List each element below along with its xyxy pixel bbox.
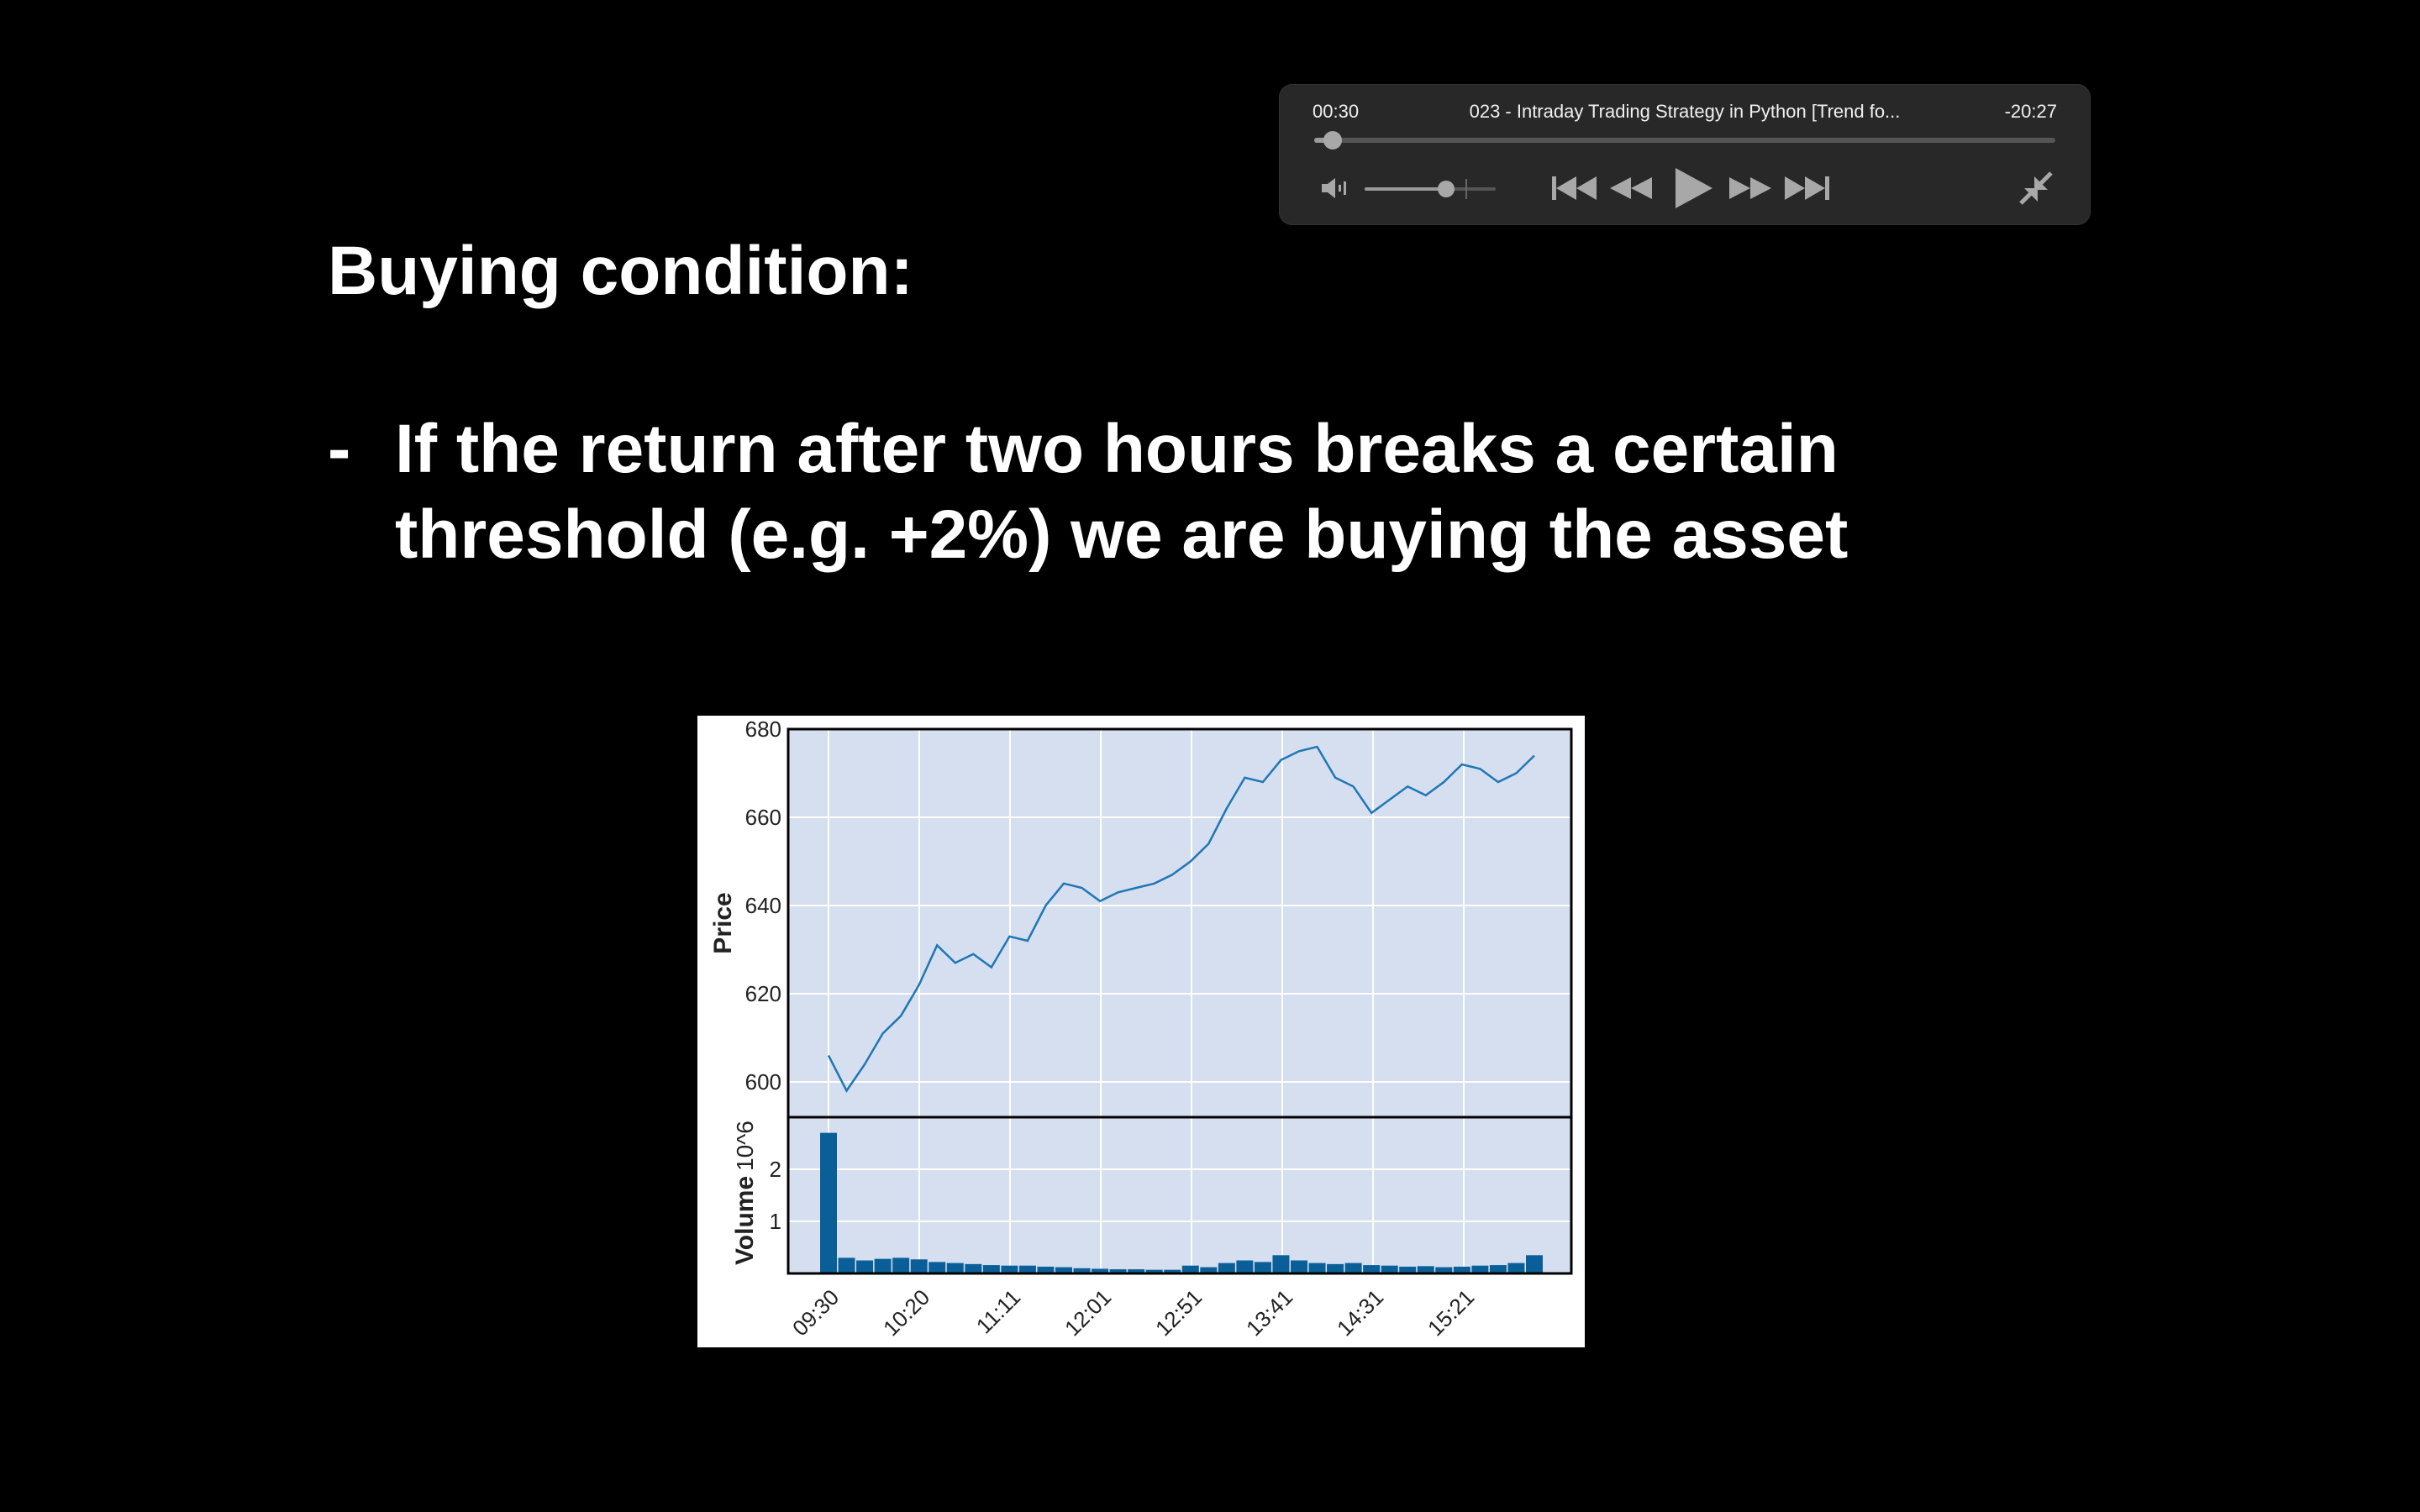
skip-back-button[interactable] bbox=[1549, 168, 1600, 208]
volume-bar bbox=[1092, 1268, 1109, 1273]
bullet-text: If the return after two hours breaks a c… bbox=[395, 407, 1991, 578]
volume-bar bbox=[946, 1263, 964, 1273]
volume-bar bbox=[1037, 1266, 1055, 1273]
volume-bar bbox=[1109, 1269, 1127, 1273]
rewind-icon bbox=[1610, 177, 1652, 199]
volume-bar bbox=[965, 1263, 982, 1273]
bullet-marker: - bbox=[328, 411, 351, 487]
volume-bar bbox=[1236, 1260, 1254, 1273]
volume-bar bbox=[892, 1257, 910, 1273]
volume-bar bbox=[1417, 1266, 1434, 1273]
mute-button[interactable] bbox=[1318, 168, 1351, 208]
bullet-line-2: threshold (e.g. +2%) we are buying the a… bbox=[395, 496, 1849, 573]
volume-bar bbox=[1073, 1268, 1091, 1273]
video-player-controls: 00:30 023 - Intraday Trading Strategy in… bbox=[1279, 84, 2091, 225]
price-tick-label: 640 bbox=[745, 893, 781, 918]
volume-tick-label: 1 bbox=[770, 1209, 781, 1234]
volume-bar bbox=[1200, 1267, 1218, 1273]
volume-bar bbox=[1164, 1269, 1181, 1273]
volume-bar bbox=[1272, 1255, 1290, 1273]
play-button[interactable] bbox=[1665, 168, 1721, 208]
video-title: 023 - Intraday Trading Strategy in Pytho… bbox=[1469, 101, 1901, 122]
chart-svg: 600 620 640 660 680 Price 1 2 Volume 10^6 09:30 10:… bbox=[709, 717, 1573, 1341]
volume-panel-background bbox=[788, 1117, 1571, 1273]
fast-forward-icon bbox=[1729, 177, 1771, 199]
x-tick-label: 13:41 bbox=[1241, 1284, 1297, 1341]
x-tick-label: 14:31 bbox=[1332, 1284, 1388, 1341]
price-tick-label: 620 bbox=[745, 981, 781, 1006]
volume-bar bbox=[1308, 1263, 1326, 1273]
volume-bar bbox=[1018, 1265, 1036, 1273]
volume-bar bbox=[1001, 1265, 1018, 1273]
progress-knob[interactable] bbox=[1323, 131, 1343, 150]
x-tick-label: 15:21 bbox=[1423, 1284, 1479, 1341]
volume-bar bbox=[838, 1257, 855, 1273]
volume-tick bbox=[1465, 179, 1467, 199]
speaker-muted-icon bbox=[1322, 178, 1346, 198]
volume-bar bbox=[820, 1132, 837, 1273]
volume-bar bbox=[1128, 1269, 1145, 1273]
play-icon bbox=[1676, 168, 1712, 208]
price-tick-label: 600 bbox=[745, 1069, 781, 1095]
volume-bar bbox=[1363, 1265, 1381, 1273]
volume-bar bbox=[1055, 1267, 1072, 1273]
volume-axis-label: Volume bbox=[731, 1176, 759, 1265]
volume-bar bbox=[1344, 1263, 1362, 1273]
volume-bar bbox=[1526, 1255, 1543, 1273]
progress-bar[interactable] bbox=[1314, 131, 2055, 150]
volume-bar bbox=[1489, 1265, 1507, 1273]
progress-fill bbox=[1314, 138, 1334, 143]
volume-fill bbox=[1365, 187, 1446, 191]
volume-bar bbox=[1218, 1263, 1235, 1273]
volume-bar bbox=[1453, 1266, 1470, 1273]
skip-back-icon bbox=[1552, 176, 1597, 200]
x-tick-label: 11:11 bbox=[971, 1284, 1026, 1339]
volume-tick-label: 2 bbox=[770, 1157, 781, 1182]
price-volume-chart: 600 620 640 660 680 Price 1 2 Volume 10^6 09:30 10:… bbox=[697, 716, 1585, 1347]
remaining-time: -20:27 bbox=[2004, 101, 2057, 122]
volume-knob[interactable] bbox=[1437, 181, 1455, 197]
skip-forward-icon bbox=[1785, 176, 1829, 200]
volume-bar bbox=[1399, 1266, 1417, 1273]
volume-bar bbox=[1291, 1260, 1307, 1273]
volume-bar bbox=[1327, 1263, 1344, 1273]
volume-scale-label: 10^6 bbox=[732, 1121, 758, 1171]
elapsed-time: 00:30 bbox=[1313, 101, 1360, 122]
price-line bbox=[827, 745, 1535, 1093]
x-tick-label: 10:20 bbox=[878, 1284, 934, 1341]
skip-forward-button[interactable] bbox=[1781, 168, 1832, 208]
price-tick-label: 660 bbox=[745, 805, 781, 830]
slide-title: Buying condition: bbox=[328, 233, 913, 309]
volume-bar bbox=[982, 1265, 1000, 1273]
volume-bar bbox=[1254, 1262, 1271, 1273]
volume-slider[interactable] bbox=[1365, 179, 1496, 199]
volume-bar bbox=[1145, 1269, 1163, 1273]
x-tick-label: 12:51 bbox=[1150, 1284, 1207, 1341]
fast-forward-button[interactable] bbox=[1726, 168, 1775, 208]
volume-bar bbox=[910, 1259, 928, 1273]
bullet-line-1: If the return after two hours breaks a c… bbox=[395, 411, 1839, 487]
exit-fullscreen-button[interactable] bbox=[2017, 168, 2055, 208]
volume-bar bbox=[1471, 1265, 1489, 1273]
volume-bar bbox=[1181, 1265, 1199, 1273]
volume-bar bbox=[856, 1260, 874, 1273]
volume-panel-frame bbox=[786, 1116, 1573, 1275]
volume-bar bbox=[929, 1262, 946, 1273]
rewind-button[interactable] bbox=[1607, 168, 1655, 208]
volume-bar bbox=[1507, 1263, 1525, 1273]
exit-fullscreen-icon bbox=[2019, 171, 2053, 205]
x-tick-label: 09:30 bbox=[787, 1284, 844, 1341]
volume-bar bbox=[1381, 1265, 1398, 1273]
price-axis-label: Price bbox=[709, 892, 737, 953]
x-tick-label: 12:01 bbox=[1060, 1284, 1116, 1341]
price-panel-background bbox=[788, 729, 1571, 1117]
volume-bar bbox=[874, 1258, 892, 1273]
price-tick-label: 680 bbox=[745, 717, 781, 742]
volume-bar bbox=[1435, 1267, 1453, 1273]
